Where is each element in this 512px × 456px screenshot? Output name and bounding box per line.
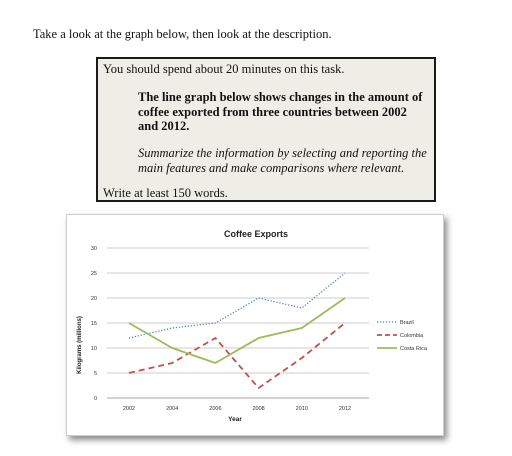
series-line-brazil bbox=[128, 272, 346, 339]
x-axis-label: Year bbox=[228, 416, 242, 423]
task-instruction: Summarize the information by selecting a… bbox=[138, 146, 427, 175]
x-tick-label: 2012 bbox=[339, 406, 351, 412]
y-tick-label: 20 bbox=[91, 296, 97, 302]
x-tick-label: 2004 bbox=[166, 406, 178, 412]
word-count-requirement: Write at least 150 words. bbox=[103, 186, 228, 200]
x-tick-labels: 2002 2004 2006 2008 2010 2012 bbox=[123, 406, 351, 412]
y-tick-label: 5 bbox=[94, 371, 97, 377]
x-tick-label: 2008 bbox=[252, 406, 264, 412]
chart-container: Coffee Exports 0 5 10 15 20 25 30 2002 2004 2006… bbox=[66, 214, 444, 436]
series-line-costa-rica bbox=[128, 297, 346, 364]
x-tick-label: 2010 bbox=[296, 406, 308, 412]
y-tick-label: 15 bbox=[91, 321, 97, 327]
legend: Brazil Colombia Costa Rica bbox=[377, 320, 428, 352]
series-lines bbox=[128, 272, 346, 389]
chart-title: Coffee Exports bbox=[224, 229, 288, 239]
x-tick-label: 2006 bbox=[209, 406, 221, 412]
grid-lines bbox=[107, 247, 369, 399]
series-line-colombia bbox=[128, 322, 346, 389]
line-chart: Coffee Exports 0 5 10 15 20 25 30 2002 2004 2006… bbox=[77, 229, 428, 423]
y-tick-label: 0 bbox=[94, 396, 97, 402]
y-tick-labels: 0 5 10 15 20 25 30 bbox=[91, 246, 97, 402]
y-axis-label: Kilograms (millions) bbox=[77, 316, 83, 374]
time-instruction: You should spend about 20 minutes on thi… bbox=[103, 62, 345, 76]
task-prompt: The line graph below shows changes in th… bbox=[138, 90, 423, 133]
legend-label: Brazil bbox=[400, 320, 414, 326]
legend-label: Costa Rica bbox=[400, 346, 428, 352]
x-tick-label: 2002 bbox=[123, 406, 135, 412]
intro-text: Take a look at the graph below, then loo… bbox=[33, 27, 332, 41]
y-tick-label: 30 bbox=[91, 246, 97, 252]
task-box: You should spend about 20 minutes on thi… bbox=[96, 57, 436, 202]
y-tick-label: 10 bbox=[91, 346, 97, 352]
y-tick-label: 25 bbox=[91, 271, 97, 277]
legend-label: Colombia bbox=[400, 333, 424, 339]
